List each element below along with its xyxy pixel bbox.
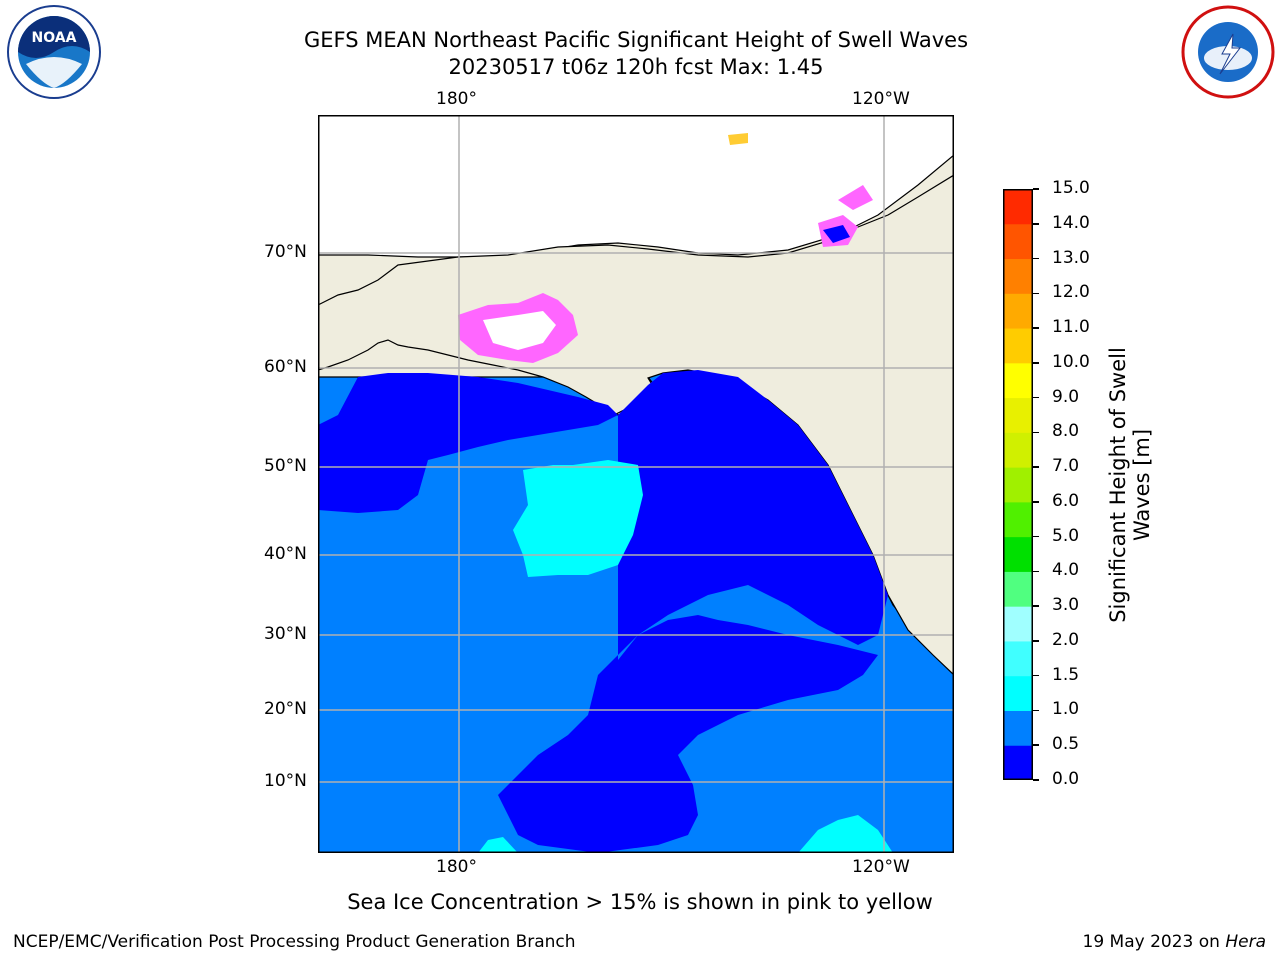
swell-height-map bbox=[318, 115, 954, 853]
colorbar-tick-label: 0.0 bbox=[1052, 769, 1080, 789]
colorbar-tick-label: 13.0 bbox=[1052, 247, 1090, 268]
colorbar-band bbox=[1003, 432, 1033, 468]
lon-label-top-180: 180° bbox=[436, 89, 477, 109]
colorbar-band bbox=[1003, 223, 1033, 260]
colorbar-band bbox=[1003, 328, 1033, 364]
colorbar-tick bbox=[1033, 431, 1039, 434]
colorbar-tick bbox=[1033, 396, 1039, 399]
colorbar-tick-label: 11.0 bbox=[1052, 317, 1090, 338]
footer-credit: NCEP/EMC/Verification Post Processing Pr… bbox=[13, 932, 576, 952]
colorbar-tick bbox=[1033, 257, 1039, 260]
colorbar-label-line1: Significant Height of Swell bbox=[1106, 347, 1130, 623]
lat-label-70n: 70°N bbox=[264, 242, 307, 262]
colorbar-tick bbox=[1033, 223, 1039, 225]
swell-1.0-1.5-south bbox=[798, 815, 893, 853]
colorbar-tick-label: 3.0 bbox=[1052, 595, 1080, 616]
colorbar-tick-label: 14.0 bbox=[1052, 212, 1090, 233]
sea-ice bbox=[458, 133, 873, 363]
colorbar-tick bbox=[1033, 292, 1039, 295]
colorbar-tick-label: 1.0 bbox=[1052, 699, 1080, 720]
alaska-land bbox=[318, 174, 954, 676]
colorbar-tick-label: 12.0 bbox=[1052, 282, 1090, 303]
colorbar-tick-label: 8.0 bbox=[1052, 421, 1080, 442]
swell-1.0-1.5-central bbox=[513, 460, 643, 577]
colorbar-tick bbox=[1033, 535, 1039, 538]
colorbar-band bbox=[1003, 397, 1033, 433]
colorbar-label-line2: Waves [m] bbox=[1130, 428, 1154, 542]
colorbar-band bbox=[1003, 675, 1033, 711]
colorbar-tick-label: 7.0 bbox=[1052, 456, 1080, 477]
colorbar-tick bbox=[1033, 327, 1039, 329]
colorbar-band bbox=[1003, 362, 1033, 399]
colorbar-tick bbox=[1033, 605, 1039, 607]
colorbar-tick bbox=[1033, 188, 1039, 190]
colorbar bbox=[1003, 189, 1033, 780]
colorbar-tick-label: 0.5 bbox=[1052, 734, 1080, 755]
colorbar-band bbox=[1003, 571, 1033, 607]
swell-0-0.5-north bbox=[318, 373, 618, 513]
colorbar-tick-label: 4.0 bbox=[1052, 560, 1080, 581]
colorbar-tick-label: 10.0 bbox=[1052, 351, 1090, 372]
arctic-ocean bbox=[318, 115, 954, 258]
colorbar-tick bbox=[1033, 709, 1039, 712]
sea-ice-caption: Sea Ice Concentration > 15% is shown in … bbox=[347, 890, 933, 914]
footer-host: Hera bbox=[1225, 932, 1266, 952]
colorbar-band bbox=[1003, 536, 1033, 572]
nws-logo bbox=[1181, 5, 1275, 99]
colorbar-band bbox=[1003, 710, 1033, 746]
lat-label-60n: 60°N bbox=[264, 357, 307, 377]
colorbar-band bbox=[1003, 293, 1033, 329]
footer-date-text: 19 May 2023 on bbox=[1082, 932, 1226, 952]
lat-label-10n: 10°N bbox=[264, 771, 307, 791]
chart-subtitle: 20230517 t06z 120h fcst Max: 1.45 bbox=[448, 55, 824, 79]
colorbar-tick bbox=[1033, 744, 1039, 746]
lat-label-50n: 50°N bbox=[264, 456, 307, 476]
lon-label-top-120w: 120°W bbox=[852, 89, 910, 109]
colorbar-band bbox=[1003, 640, 1033, 677]
colorbar-band bbox=[1003, 501, 1033, 538]
colorbar-band bbox=[1003, 606, 1033, 642]
colorbar-tick-label: 15.0 bbox=[1052, 178, 1090, 198]
swell-0-0.5-gulf bbox=[498, 370, 888, 853]
lon-label-bottom-180: 180° bbox=[436, 857, 477, 877]
colorbar-tick-label: 2.0 bbox=[1052, 629, 1080, 650]
chart-title: GEFS MEAN Northeast Pacific Significant … bbox=[303, 28, 969, 52]
colorbar-tick-label: 9.0 bbox=[1052, 386, 1080, 407]
svg-text:NOAA: NOAA bbox=[32, 30, 77, 46]
colorbar-tick-label: 6.0 bbox=[1052, 490, 1080, 511]
colorbar-band bbox=[1003, 467, 1033, 503]
lat-label-30n: 30°N bbox=[264, 624, 307, 644]
footer-date: 19 May 2023 on Hera bbox=[1083, 932, 1267, 952]
lat-label-20n: 20°N bbox=[264, 699, 307, 719]
lat-label-40n: 40°N bbox=[264, 544, 307, 564]
colorbar-tick bbox=[1033, 466, 1039, 468]
noaa-logo: NOAA bbox=[7, 5, 101, 99]
colorbar-tick bbox=[1033, 501, 1039, 503]
colorbar-tick bbox=[1033, 362, 1039, 364]
colorbar-tick-label: 5.0 bbox=[1052, 525, 1080, 546]
graticule bbox=[318, 115, 954, 853]
colorbar-band bbox=[1003, 189, 1033, 225]
colorbar-tick-label: 1.5 bbox=[1052, 664, 1080, 685]
colorbar-tick bbox=[1033, 674, 1039, 677]
colorbar-tick bbox=[1033, 640, 1039, 642]
lon-label-bottom-120w: 120°W bbox=[852, 857, 910, 877]
colorbar-band bbox=[1003, 258, 1033, 294]
colorbar-tick bbox=[1033, 570, 1039, 573]
colorbar-tick bbox=[1033, 779, 1039, 781]
colorbar-band bbox=[1003, 745, 1033, 780]
swell-1.0-1.5-southwest bbox=[478, 837, 518, 853]
